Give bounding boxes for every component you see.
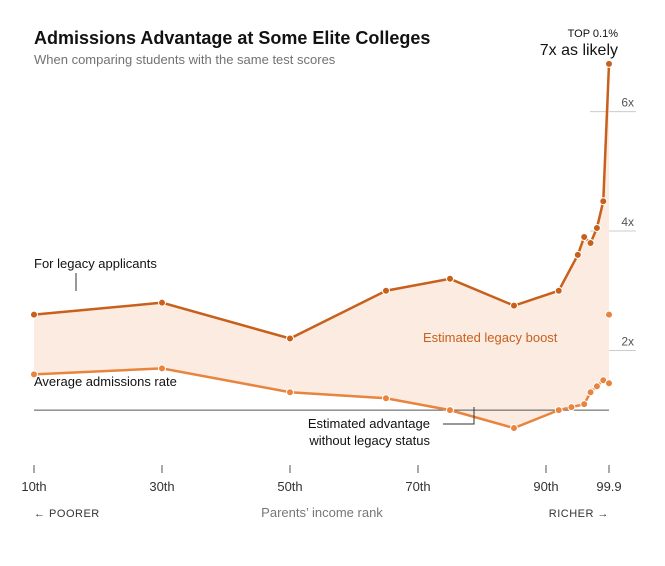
chart-title: Admissions Advantage at Some Elite Colle… xyxy=(34,28,430,48)
legacy-point xyxy=(605,59,613,68)
without-legacy-point xyxy=(510,424,518,433)
legacy-point xyxy=(446,274,454,283)
legacy-point xyxy=(554,286,563,295)
legacy-point xyxy=(586,238,595,247)
legacy-point xyxy=(510,301,518,310)
without-legacy-pointer xyxy=(443,407,475,425)
x-tick-label: 30th xyxy=(149,479,174,494)
chart-subtitle: When comparing students with the same te… xyxy=(34,52,336,67)
y-tick-label: 2x xyxy=(621,334,634,348)
legacy-label: For legacy applicants xyxy=(34,256,157,271)
without-legacy-points xyxy=(30,310,613,433)
without-legacy-point xyxy=(580,400,589,409)
y-tick-label: 6x xyxy=(621,96,634,110)
richer-label: RICHER → xyxy=(549,508,609,520)
x-axis-title: Parents’ income rank xyxy=(261,505,383,520)
without-legacy-point xyxy=(446,406,454,415)
legacy-point xyxy=(158,298,166,307)
boost-label: Estimated legacy boost xyxy=(423,330,558,345)
without-legacy-point xyxy=(286,388,294,397)
legacy-point xyxy=(382,286,390,295)
x-tick-label: 50th xyxy=(277,479,302,494)
without-legacy-point xyxy=(30,370,38,379)
x-axis: 10th 30th 50th 70th 90th 99.9 xyxy=(21,465,622,494)
legacy-point xyxy=(573,250,582,259)
legacy-point xyxy=(592,224,601,233)
top-value-label: 7x as likely xyxy=(540,42,618,59)
x-tick-label: 10th xyxy=(21,479,46,494)
legacy-points xyxy=(30,59,613,343)
without-legacy-label-1: Estimated advantage xyxy=(308,416,430,431)
poorer-label: ← POORER xyxy=(34,508,100,520)
without-legacy-point xyxy=(586,388,595,397)
x-tick-label: 90th xyxy=(533,479,558,494)
legacy-point xyxy=(286,334,294,343)
without-legacy-point xyxy=(382,394,390,403)
without-legacy-point xyxy=(158,364,166,373)
y-tick-label: 4x xyxy=(621,215,634,229)
legacy-point xyxy=(580,233,589,242)
average-rate-label: Average admissions rate xyxy=(34,374,177,389)
without-legacy-point xyxy=(605,379,613,388)
legacy-line xyxy=(33,63,611,340)
x-tick-label: 70th xyxy=(405,479,430,494)
without-legacy-point xyxy=(567,403,576,412)
without-legacy-point xyxy=(605,310,613,319)
legacy-point xyxy=(599,197,608,206)
x-tick-label: 99.9 xyxy=(596,479,621,494)
y-grid: 2x 4x 6x xyxy=(590,96,636,351)
without-legacy-label-2: without legacy status xyxy=(308,433,430,448)
top-percent-label: TOP 0.1% xyxy=(568,28,619,40)
without-legacy-point xyxy=(592,382,601,391)
legacy-point xyxy=(30,310,38,319)
legacy-boost-area xyxy=(34,63,609,429)
without-legacy-point xyxy=(554,406,563,415)
